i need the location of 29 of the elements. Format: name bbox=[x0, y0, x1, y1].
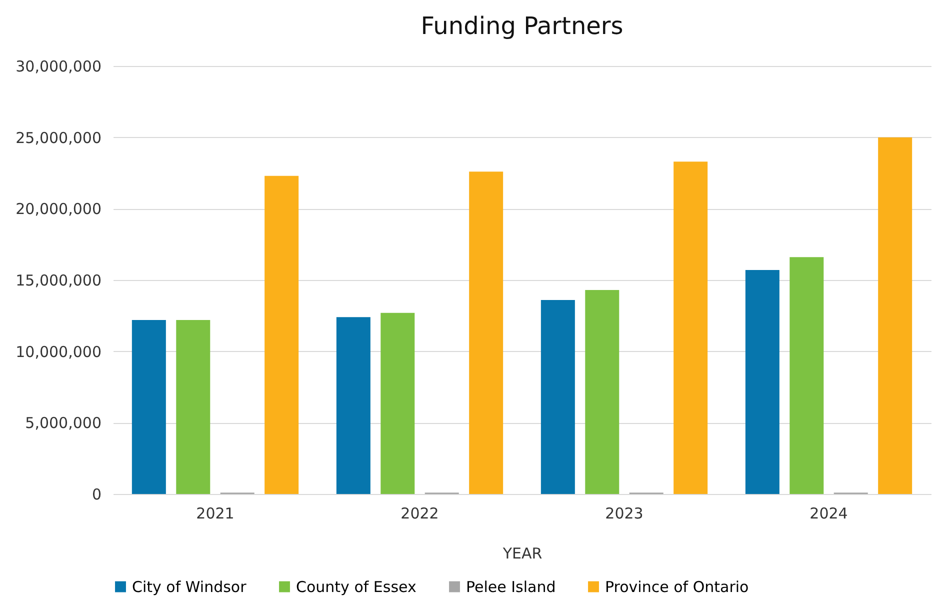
bar bbox=[132, 320, 166, 494]
y-tick-label: 25,000,000 bbox=[16, 128, 102, 147]
y-tick-label: 20,000,000 bbox=[16, 200, 102, 218]
chart-title: Funding Partners bbox=[420, 12, 624, 40]
bar bbox=[790, 257, 824, 494]
x-tick-label: 2023 bbox=[605, 504, 644, 522]
y-tick-label: 0 bbox=[92, 486, 102, 504]
legend-label: Province of Ontario bbox=[605, 578, 749, 596]
x-tick-label: 2022 bbox=[400, 504, 439, 522]
bar bbox=[469, 172, 504, 494]
bar bbox=[264, 176, 299, 494]
bar bbox=[380, 312, 415, 494]
x-tick-label: 2021 bbox=[196, 504, 234, 522]
bar bbox=[745, 270, 780, 494]
y-tick-label: 10,000,000 bbox=[16, 342, 102, 361]
y-tick-label: 15,000,000 bbox=[16, 272, 102, 290]
x-axis-title: YEAR bbox=[502, 544, 542, 562]
y-tick-label: 30,000,000 bbox=[16, 58, 102, 76]
legend-label: City of Windsor bbox=[132, 578, 248, 596]
bar bbox=[674, 162, 708, 494]
bar bbox=[336, 317, 370, 494]
x-tick-label: 2024 bbox=[810, 504, 848, 522]
y-tick-label: 5,000,000 bbox=[25, 414, 102, 432]
legend-label: Pelee Island bbox=[466, 578, 556, 596]
bar bbox=[585, 290, 620, 494]
bar bbox=[540, 300, 575, 494]
legend-label: County of Essex bbox=[296, 578, 416, 596]
bar bbox=[878, 137, 912, 494]
bar bbox=[176, 320, 210, 494]
